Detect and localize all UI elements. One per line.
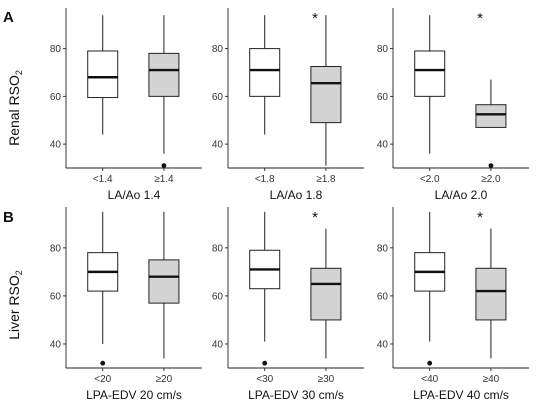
x-tick-label: <2.0 (420, 174, 440, 185)
y-tick-label: 80 (50, 243, 62, 254)
y-tick-label: 80 (377, 243, 389, 254)
y-tick-label: 40 (377, 339, 389, 350)
box-iqr (310, 267, 342, 321)
x-tick-label: ≥30 (318, 374, 335, 385)
box-iqr (249, 48, 281, 97)
y-tick-label: 40 (50, 140, 62, 151)
y-axis-label-liver: Liver RSO2 (6, 270, 24, 340)
panels-group: 40 60 80 <1.4 ≥1.4 LA/Ao 1.4 40 60 80 <1.8 ≥1.8 * LA… (50, 8, 529, 402)
x-tick-label: <40 (421, 374, 438, 385)
box-iqr (148, 259, 180, 304)
y-axis-label-renal-sub: 2 (14, 70, 24, 75)
significance-star: * (477, 10, 483, 27)
x-tick-label: ≥2.0 (481, 174, 501, 185)
x-tick-label: ≥1.8 (316, 174, 336, 185)
y-tick-label: 60 (377, 291, 389, 302)
panel-2: 40 60 80 <1.8 ≥1.8 * LA/Ao 1.8 (212, 8, 364, 202)
y-tick-label: 40 (377, 140, 389, 151)
y-tick-label: 60 (50, 291, 62, 302)
x-tick-label: <1.4 (93, 174, 113, 185)
x-tick-label: <1.8 (255, 174, 275, 185)
y-tick-label: 40 (50, 339, 62, 350)
box-iqr (414, 50, 446, 97)
panel-6: 40 60 80 <40 ≥40 * LPA-EDV 40 cm/s (377, 207, 529, 402)
box-iqr (475, 267, 507, 321)
y-axis-label-liver-sub: 2 (14, 270, 24, 275)
y-tick-label: 40 (212, 339, 224, 350)
panel-label-a: A (3, 9, 14, 26)
panel-5: 40 60 80 <30 ≥30 * LPA-EDV 30 cm/s (212, 207, 364, 402)
panel-1: 40 60 80 <1.4 ≥1.4 LA/Ao 1.4 (50, 8, 202, 202)
y-tick-label: 80 (377, 44, 389, 55)
x-axis-label: LA/Ao 1.4 (108, 188, 161, 202)
y-tick-label: 40 (212, 140, 224, 151)
y-tick-label: 80 (212, 243, 224, 254)
box-iqr (87, 50, 119, 99)
significance-star: * (312, 10, 318, 27)
outlier-point (262, 360, 268, 366)
y-axis-label-renal: Renal RSO2 (6, 70, 24, 146)
x-tick-label: ≥20 (156, 374, 173, 385)
panel-label-b: B (3, 209, 14, 226)
x-tick-label: ≥1.4 (154, 174, 174, 185)
y-axis-label-liver-main: Liver RSO (6, 275, 22, 340)
box-iqr (148, 52, 180, 97)
x-axis-label: LPA-EDV 30 cm/s (248, 388, 344, 402)
y-axis-label-renal-main: Renal RSO (6, 75, 22, 146)
x-tick-label: <30 (256, 374, 273, 385)
x-axis-label: LPA-EDV 20 cm/s (86, 388, 182, 402)
significance-star: * (312, 209, 318, 226)
y-tick-label: 60 (212, 92, 224, 103)
panel-3: 40 60 80 <2.0 ≥2.0 * LA/Ao 2.0 (377, 8, 529, 202)
y-tick-label: 60 (50, 92, 62, 103)
box-iqr (475, 104, 507, 128)
y-tick-label: 80 (212, 44, 224, 55)
y-tick-label: 60 (212, 291, 224, 302)
x-axis-label: LPA-EDV 40 cm/s (413, 388, 509, 402)
y-tick-label: 80 (50, 44, 62, 55)
x-axis-label: LA/Ao 2.0 (435, 188, 488, 202)
significance-star: * (477, 209, 483, 226)
panel-4: 40 60 80 <20 ≥20 LPA-EDV 20 cm/s (50, 207, 202, 402)
outlier-point (161, 163, 167, 169)
box-iqr (310, 66, 342, 124)
y-tick-label: 60 (377, 92, 389, 103)
x-tick-label: <20 (94, 374, 111, 385)
outlier-point (100, 360, 106, 366)
x-tick-label: ≥40 (483, 374, 500, 385)
outlier-point (427, 360, 433, 366)
outlier-point (488, 163, 494, 169)
x-axis-label: LA/Ao 1.8 (270, 188, 323, 202)
